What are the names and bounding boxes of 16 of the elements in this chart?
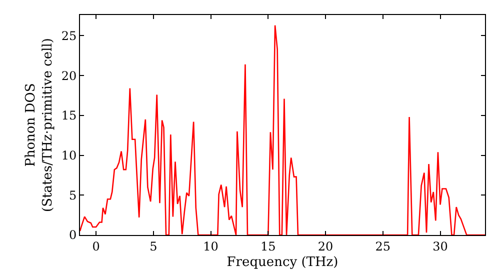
y-tick-label: 0: [68, 228, 77, 242]
x-tick-label: 20: [318, 239, 334, 254]
x-tick-label: 10: [203, 239, 218, 254]
x-axis-title: Frequency (THz): [226, 255, 338, 270]
y-axis-title: Phonon DOS (States/THz·primitive cell): [23, 38, 56, 212]
y-tick-label: 10: [61, 148, 77, 162]
x-tick-label: 30: [432, 239, 448, 254]
y-tick-label: 15: [61, 108, 77, 123]
y-tick-label: 25: [61, 28, 77, 43]
x-tick-label: 5: [150, 239, 158, 254]
x-tick-label: 0: [92, 239, 100, 254]
x-tick-label: 25: [375, 239, 391, 254]
x-tick-label: 15: [260, 239, 276, 254]
y-tick-label: 20: [61, 68, 77, 83]
y-tick-label: 5: [68, 188, 77, 202]
line-series: [80, 24, 485, 235]
